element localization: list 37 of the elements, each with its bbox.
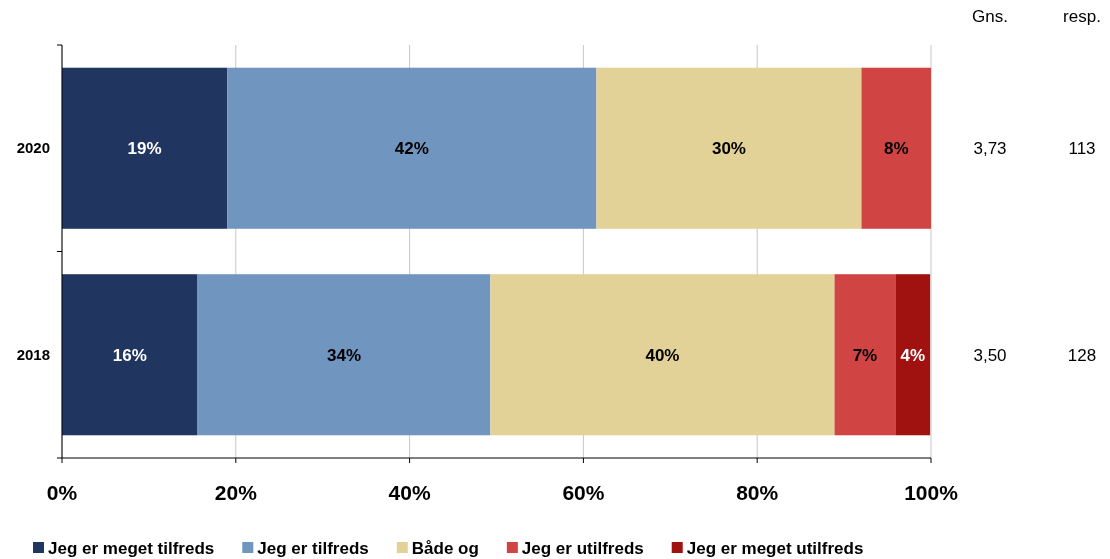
- y-tick-label: 2020: [16, 139, 50, 157]
- bar: [62, 274, 198, 436]
- data-label: 8%: [883, 139, 909, 159]
- data-label: 7%: [852, 345, 878, 365]
- data-label: 42%: [394, 139, 429, 159]
- text: 3,50: [973, 345, 1007, 365]
- bar: [834, 274, 896, 436]
- x-tick-label: 80%: [736, 481, 779, 504]
- bar: [490, 274, 835, 436]
- bar: [62, 67, 228, 229]
- bar: [197, 274, 491, 436]
- text: 128: [1067, 345, 1097, 365]
- data-label: 4%: [900, 345, 926, 365]
- data-label: 16%: [112, 345, 147, 365]
- text: 3,73: [973, 139, 1007, 159]
- legend-label: Jeg er tilfreds: [257, 539, 369, 558]
- x-tick-label: 40%: [388, 481, 431, 504]
- x-tick-label: 0%: [46, 481, 78, 504]
- text: 113: [1068, 139, 1096, 159]
- x-tick-label: 20%: [214, 481, 258, 504]
- data-label: 30%: [711, 139, 746, 159]
- text: resp.: [1063, 7, 1101, 26]
- legend-label: Jeg er utilfreds: [521, 539, 644, 558]
- data-label: 40%: [645, 345, 680, 365]
- legend-label: Jeg er meget utilfreds: [686, 539, 864, 558]
- bar: [596, 67, 862, 229]
- data-label: 19%: [127, 139, 162, 159]
- y-tick-label: 2018: [16, 345, 50, 363]
- bar: [227, 67, 597, 229]
- bar: [895, 274, 931, 436]
- bar: [861, 67, 931, 229]
- legend-label: Jeg er meget tilfreds: [48, 539, 215, 558]
- legend-label: Både og: [411, 539, 479, 558]
- x-tick-label: 60%: [562, 481, 605, 504]
- data-label: 34%: [326, 345, 362, 365]
- text: Gns.: [972, 7, 1008, 26]
- x-tick-label: 100%: [904, 481, 959, 504]
